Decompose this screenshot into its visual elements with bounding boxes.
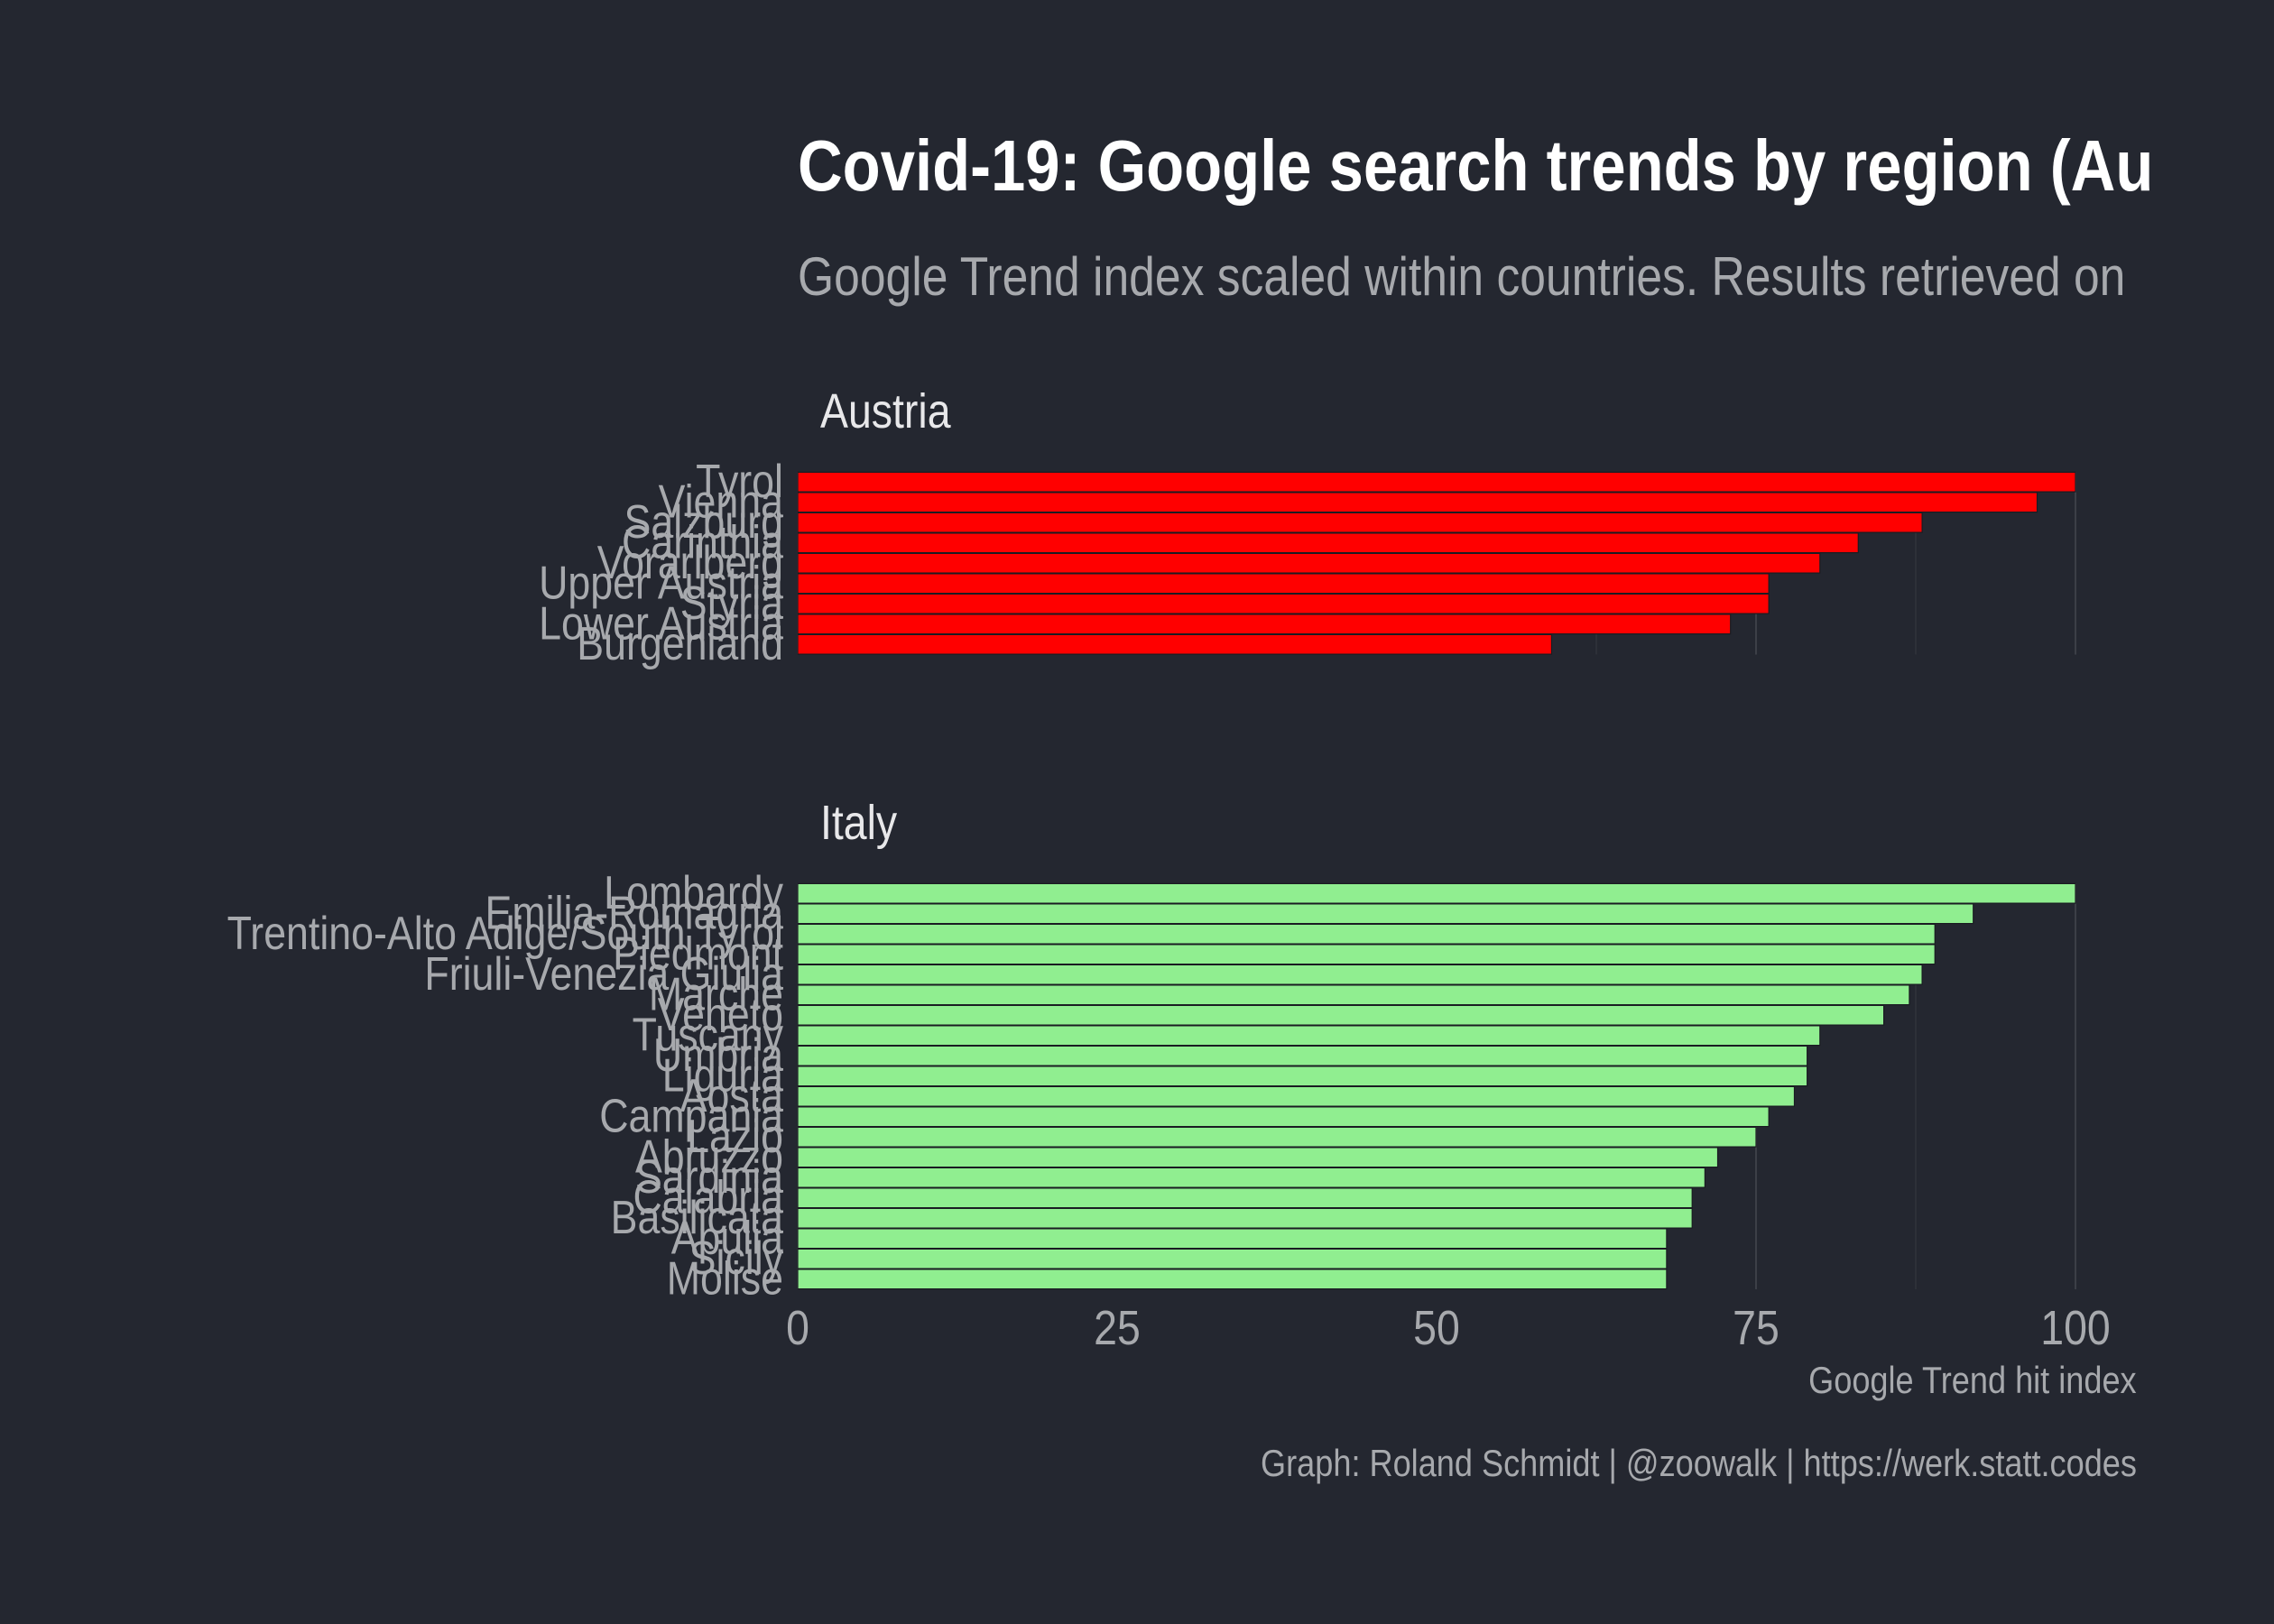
category-label: Lazio xyxy=(687,1111,783,1163)
bar xyxy=(797,492,2038,513)
chart-subtitle: Google Trend index scaled within countri… xyxy=(798,246,2126,307)
bar xyxy=(797,1207,1693,1229)
bar xyxy=(797,923,1936,945)
bar xyxy=(797,882,2076,904)
category-label: Carinthia xyxy=(622,517,783,569)
panel-label: Austria xyxy=(820,383,951,438)
bar xyxy=(797,1228,1668,1250)
category-label: Vienna xyxy=(659,476,783,529)
x-axis-label: Google Trend hit index xyxy=(1808,1359,2137,1401)
category-label: Campania xyxy=(599,1091,783,1143)
bar xyxy=(797,573,1770,595)
category-label: Sicily xyxy=(689,1232,784,1285)
category-label: Lombardy xyxy=(604,867,784,919)
bar xyxy=(797,593,1770,614)
x-tick-label: 25 xyxy=(1094,1300,1141,1355)
category-label: Abruzzo xyxy=(635,1131,783,1184)
bar xyxy=(797,984,1910,1006)
category-label: Piedmont xyxy=(613,928,783,981)
x-tick-label: 100 xyxy=(2040,1300,2110,1355)
category-label: Umbria xyxy=(653,1029,783,1082)
category-label: Liguria xyxy=(662,1050,783,1103)
bar xyxy=(797,552,1821,574)
category-label: Sardinia xyxy=(635,1151,783,1204)
bar xyxy=(797,471,2076,493)
bar xyxy=(797,1126,1757,1148)
category-label: Upper Austria xyxy=(539,558,783,610)
category-label: Apulia xyxy=(671,1213,783,1265)
category-label: Aosta xyxy=(680,1070,783,1122)
category-label: Vorarlberg xyxy=(597,537,783,589)
category-label: Emilia-Romagna xyxy=(485,888,784,940)
category-label: Styria xyxy=(680,577,783,630)
bar xyxy=(797,1187,1693,1209)
x-tick-label: 0 xyxy=(786,1300,809,1355)
category-label: Tyrol xyxy=(696,456,783,508)
bar xyxy=(797,1004,1885,1026)
category-label: Calabria xyxy=(633,1172,783,1224)
x-tick-label: 75 xyxy=(1733,1300,1779,1355)
bar xyxy=(797,633,1553,655)
category-label: Tuscany xyxy=(633,1010,784,1062)
bar xyxy=(797,1085,1796,1107)
chart-caption: Graph: Roland Schmidt | @zoowalk | https… xyxy=(1261,1442,2137,1484)
category-label: Trentino-Alto Adige/South Tyrol xyxy=(227,908,783,960)
bar xyxy=(797,1066,1808,1087)
bar xyxy=(797,1045,1808,1066)
bar xyxy=(797,944,1936,965)
chart-title: Covid-19: Google search trends by region… xyxy=(798,125,2154,206)
bar xyxy=(797,1025,1821,1047)
bar xyxy=(797,1167,1706,1188)
bar xyxy=(797,903,1974,925)
category-label: Friuli-Venezia Giulia xyxy=(424,948,783,1001)
category-label: Marche xyxy=(649,969,783,1021)
category-label: Molise xyxy=(667,1253,783,1306)
bar xyxy=(797,532,1859,554)
panel-label: Italy xyxy=(820,795,898,850)
bar xyxy=(797,964,1923,985)
x-tick-label: 50 xyxy=(1413,1300,1460,1355)
bar xyxy=(797,1147,1719,1168)
bar xyxy=(797,512,1923,533)
bar xyxy=(797,1269,1668,1290)
category-label: Lower Austria xyxy=(539,598,783,651)
category-label: Burgenland xyxy=(577,618,783,670)
category-label: Basilicata xyxy=(611,1192,783,1244)
category-label: Salzburg xyxy=(624,496,783,549)
bar xyxy=(797,1248,1668,1269)
bar xyxy=(797,614,1732,635)
category-label: Veneto xyxy=(658,989,783,1041)
bar xyxy=(797,1106,1770,1128)
